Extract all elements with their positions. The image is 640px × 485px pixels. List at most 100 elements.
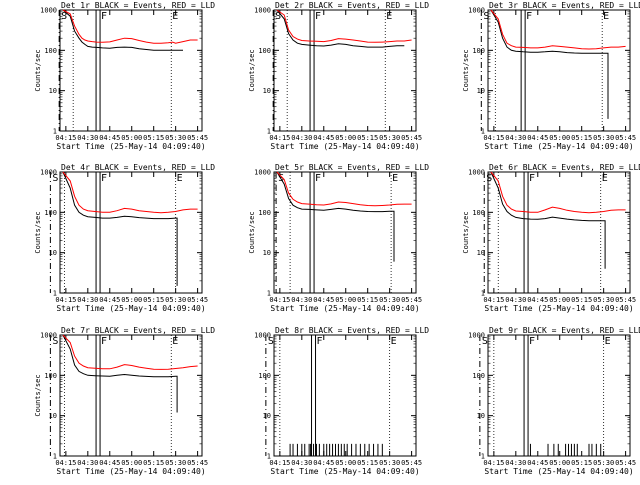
lld-series-line (490, 171, 626, 214)
y-tick-label: 10 (49, 87, 57, 95)
x-tick-label: 05:45 (187, 296, 208, 304)
marker-s-label: S (483, 11, 489, 22)
x-tick-label: 05:00 (335, 459, 356, 467)
y-tick-label: 1000 (254, 169, 271, 177)
panel-det-8: Det 8r BLACK = Events, RED = LLD 1 10 100 10… (254, 326, 429, 476)
x-tick-label: 04:45 (99, 134, 120, 142)
y-axis-label: Counts/sec (462, 49, 470, 91)
x-tick-label: 04:30 (505, 296, 526, 304)
x-tick-label: 05:15 (571, 459, 592, 467)
y-tick-label: 1 (53, 453, 57, 461)
events-series-line (490, 9, 609, 119)
marker-f-label: F (526, 11, 532, 22)
plot-frame (59, 334, 203, 457)
panel-det-6: Det 6r BLACK = Events, RED = LLD 1 10 100 10… (462, 163, 640, 313)
y-tick-label: 100 (472, 372, 485, 380)
x-tick-label: 04:45 (527, 296, 548, 304)
x-tick-label: 05:00 (121, 459, 142, 467)
x-tick-label: 05:45 (401, 459, 422, 467)
y-tick-label: 100 (258, 372, 271, 380)
y-tick-label: 100 (472, 209, 485, 217)
y-tick-label: 10 (477, 249, 485, 257)
y-tick-label: 1000 (468, 7, 485, 15)
panel-det-3: Det 3r BLACK = Events, RED = LLD 1 10 100 10… (462, 1, 640, 151)
x-tick-label: 05:30 (593, 459, 614, 467)
y-tick-label: 1000 (40, 7, 57, 15)
x-tick-label: 05:30 (165, 134, 186, 142)
y-tick-label: 1 (481, 453, 485, 461)
marker-e-label: E (172, 336, 178, 347)
marker-f-label: F (317, 336, 323, 347)
marker-e-label: E (172, 11, 178, 22)
x-tick-label: 04:45 (313, 459, 334, 467)
x-tick-label: 05:15 (571, 296, 592, 304)
y-tick-label: 1000 (40, 332, 57, 340)
x-tick-label: 04:30 (77, 296, 98, 304)
x-tick-label: 05:15 (143, 134, 164, 142)
y-tick-label: 1 (53, 290, 57, 298)
x-axis-label: Start Time (25-May-14 04:09:40) (270, 467, 419, 476)
x-tick-label: 05:15 (357, 134, 378, 142)
x-tick-label: 05:15 (357, 459, 378, 467)
x-tick-label: 04:30 (291, 459, 312, 467)
panel-det-1: Det 1r BLACK = Events, RED = LLD 1 10 100 10… (34, 1, 215, 151)
x-tick-label: 04:45 (527, 459, 548, 467)
x-tick-label: 05:45 (615, 459, 636, 467)
panel-det-7: Det 7r BLACK = Events, RED = LLD11010010… (34, 326, 215, 476)
x-tick-label: 05:00 (121, 134, 142, 142)
x-tick-label: 04:15 (483, 134, 504, 142)
x-tick-label: 05:00 (549, 296, 570, 304)
y-axis-label: Counts/sec (248, 211, 256, 253)
panel-det-4: Det 4r BLACK = Events, RED = LLD11010010… (34, 163, 215, 313)
x-tick-label: 05:00 (121, 296, 142, 304)
x-tick-label: 05:45 (615, 296, 636, 304)
x-tick-label: 05:15 (143, 296, 164, 304)
plot-frame (273, 9, 417, 132)
lld-series-line (490, 9, 626, 50)
y-tick-label: 10 (477, 87, 485, 95)
y-tick-label: 10 (49, 249, 57, 257)
x-tick-label: 05:30 (379, 459, 400, 467)
y-tick-label: 1000 (468, 332, 485, 340)
marker-s-label: S (486, 173, 492, 184)
y-axis-label: Counts/sec (248, 49, 256, 91)
marker-s-label: S (482, 336, 488, 347)
y-tick-label: 1 (267, 128, 271, 136)
x-tick-label: 04:15 (55, 459, 76, 467)
lld-series-line (276, 9, 412, 43)
y-tick-label: 10 (263, 249, 271, 257)
x-axis-label: Start Time (25-May-14 04:09:40) (484, 467, 633, 476)
y-tick-label: 1000 (40, 169, 57, 177)
x-tick-label: 04:30 (77, 134, 98, 142)
x-tick-label: 05:30 (379, 296, 400, 304)
panel-title: Det 3r BLACK = Events, RED = LLD (489, 1, 640, 10)
x-axis-label: Start Time (25-May-14 04:09:40) (270, 304, 419, 313)
x-tick-label: 05:00 (335, 134, 356, 142)
x-tick-label: 04:15 (55, 296, 76, 304)
x-axis-label: Start Time (25-May-14 04:09:40) (484, 142, 633, 151)
y-tick-label: 10 (263, 87, 271, 95)
marker-f-label: F (101, 11, 107, 22)
x-tick-label: 05:45 (401, 296, 422, 304)
x-tick-label: 04:15 (483, 459, 504, 467)
x-tick-label: 05:45 (187, 459, 208, 467)
x-tick-label: 04:15 (269, 134, 290, 142)
y-axis-label: Counts/sec (34, 211, 42, 253)
lld-series-line (62, 9, 198, 44)
panel-det-5: Det 5r BLACK = Events, RED = LLD 1 10 100 10… (248, 163, 429, 313)
plot-frame (487, 334, 631, 457)
marker-f-label: F (529, 173, 535, 184)
panel-title: Det 7r BLACK = Events, RED = LLD (61, 326, 215, 335)
panel-title: Det 8r BLACK = Events, RED = LLD (275, 326, 429, 335)
panel-det-2: Det 2r BLACK = Events, RED = LLD 1 10 100 10… (248, 1, 429, 151)
events-series-line (62, 171, 178, 286)
x-tick-label: 05:30 (593, 134, 614, 142)
x-tick-label: 04:45 (99, 459, 120, 467)
x-axis-label: Start Time (25-May-14 04:09:40) (270, 142, 419, 151)
marker-e-label: E (177, 173, 183, 184)
x-tick-label: 05:30 (165, 296, 186, 304)
plot-frame (273, 171, 417, 294)
lld-series-line (62, 171, 198, 214)
x-axis-label: Start Time (25-May-14 04:09:40) (56, 142, 205, 151)
x-tick-label: 04:30 (291, 134, 312, 142)
